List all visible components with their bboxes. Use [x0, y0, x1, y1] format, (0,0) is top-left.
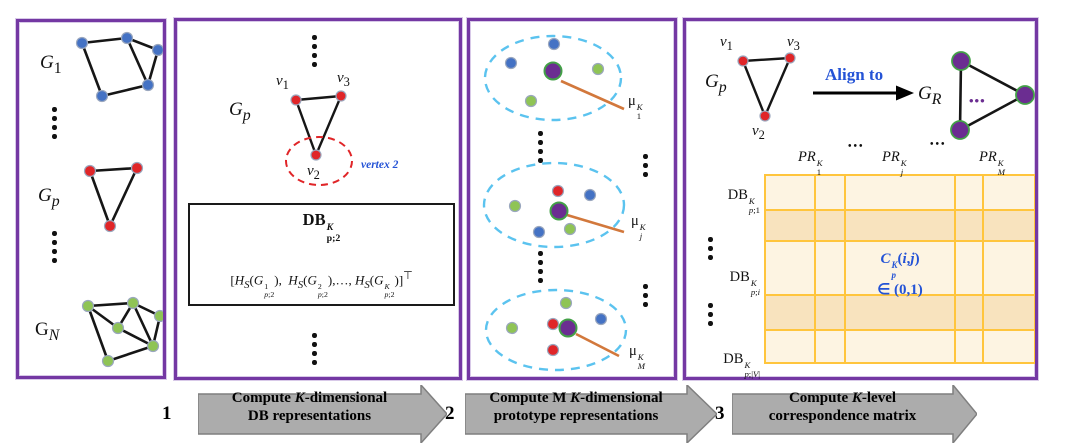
graph-gp-label: Gp	[38, 185, 60, 210]
cluster1-ellipse	[483, 34, 623, 122]
gr-inner-ellipsis: •••	[969, 93, 986, 108]
vertex3-label: v3	[337, 70, 350, 89]
gr-nodes	[950, 51, 1035, 140]
graph-g1-label: G1	[40, 52, 62, 77]
gr-label: GR	[918, 83, 942, 108]
clusterj-ellipse	[482, 161, 626, 249]
graph-gp-edges	[88, 166, 139, 228]
vertex2-dashed-circle	[285, 136, 353, 186]
vertical-ellipsis	[708, 303, 713, 326]
vertical-ellipsis	[312, 35, 317, 67]
vertical-ellipsis	[52, 107, 57, 139]
step1-line2: DB representations	[247, 407, 372, 424]
vertex3-label: v3	[787, 34, 800, 53]
prototype1-node	[543, 61, 563, 81]
muj-pointer-line	[566, 213, 625, 234]
vertical-ellipsis	[708, 237, 713, 260]
prototypes-svg	[482, 34, 628, 372]
vertex1-label: v1	[720, 34, 733, 53]
graph-gn-label: GN	[35, 319, 60, 344]
graph-gn-nodes	[81, 296, 163, 368]
vertical-ellipsis	[312, 333, 317, 365]
step3-line2: correspondence matrix	[768, 407, 917, 424]
graph-g1-nodes	[75, 31, 163, 103]
align-to-label: Align to	[825, 65, 884, 84]
panel-graph-dataset: G1 Gp GN	[16, 19, 166, 379]
vertical-ellipsis	[643, 154, 648, 177]
step1-line1: Compute K-dimensional	[231, 390, 388, 406]
vertical-ellipsis	[643, 284, 648, 307]
gp-label: Gp	[229, 99, 251, 124]
step2-arrow-shape	[465, 385, 717, 443]
graph-dataset-svg	[75, 31, 163, 368]
gp-align-edges	[741, 56, 792, 118]
gr-edges	[958, 59, 1027, 132]
vertex2-label: v2	[752, 123, 765, 142]
db-representation-svg	[207, 90, 430, 258]
gp-align-nodes	[737, 52, 796, 122]
vertical-ellipsis	[538, 131, 543, 163]
step2-line2: prototype representations	[493, 407, 659, 424]
matrix-col-header-M: PR K M	[979, 149, 1005, 178]
vertex1-label: v1	[276, 73, 289, 92]
step2-arrow	[465, 385, 717, 443]
graph-gp-nodes	[83, 161, 144, 233]
prototypej-node	[549, 201, 569, 221]
matrix-grid-lines	[764, 174, 1035, 364]
step2-label: Compute M K-dimensional prototype repres…	[465, 390, 687, 425]
vertex2-callout: vertex 2	[361, 159, 399, 171]
step3-label: Compute K-level correspondence matrix	[732, 390, 953, 425]
step3-arrow	[732, 385, 977, 443]
correspondence-matrix-grid	[764, 174, 1035, 364]
graph-gn-edges	[86, 301, 162, 363]
matrix-col-header-1: PR K 1	[798, 149, 823, 178]
step1-label: Compute K-dimensional DB representations	[198, 390, 421, 425]
align-arrow-head	[896, 85, 914, 101]
step1-arrow-shape	[198, 385, 447, 443]
vertex2-label: v2	[307, 163, 320, 182]
vertical-ellipsis	[538, 251, 543, 283]
correspondence-svg	[737, 51, 1035, 364]
clusterj-points	[508, 184, 597, 239]
gp-triangle-edges	[294, 94, 343, 157]
step1-number: 1	[162, 403, 172, 424]
panel-correspondence: v1 v3 v2 Gp Align to GR ••• PR K 1 ••• PR K…	[683, 18, 1038, 380]
clusterM-ellipse	[484, 288, 628, 372]
cell-value-line2: ∈ (0,1)	[877, 282, 923, 299]
clusterM-points	[505, 296, 608, 357]
step3-line1: Compute K-level	[788, 390, 897, 406]
step2-line1: Compute M K-dimensional	[489, 390, 663, 406]
gp-label: Gp	[705, 71, 727, 96]
mu1-pointer-line	[560, 79, 625, 111]
step3-number: 3	[715, 403, 725, 424]
cluster1-points	[504, 37, 605, 108]
vertical-ellipsis	[52, 231, 57, 263]
step3-arrow-shape	[732, 385, 977, 443]
prototypeM-node	[558, 318, 578, 338]
header-ellipsis: •••	[848, 141, 865, 152]
gp-triangle-nodes	[290, 90, 347, 161]
muM-pointer-line	[575, 332, 620, 358]
step1-arrow	[198, 385, 447, 443]
step2-number: 2	[445, 403, 455, 424]
header-ellipsis: •••	[930, 139, 947, 150]
